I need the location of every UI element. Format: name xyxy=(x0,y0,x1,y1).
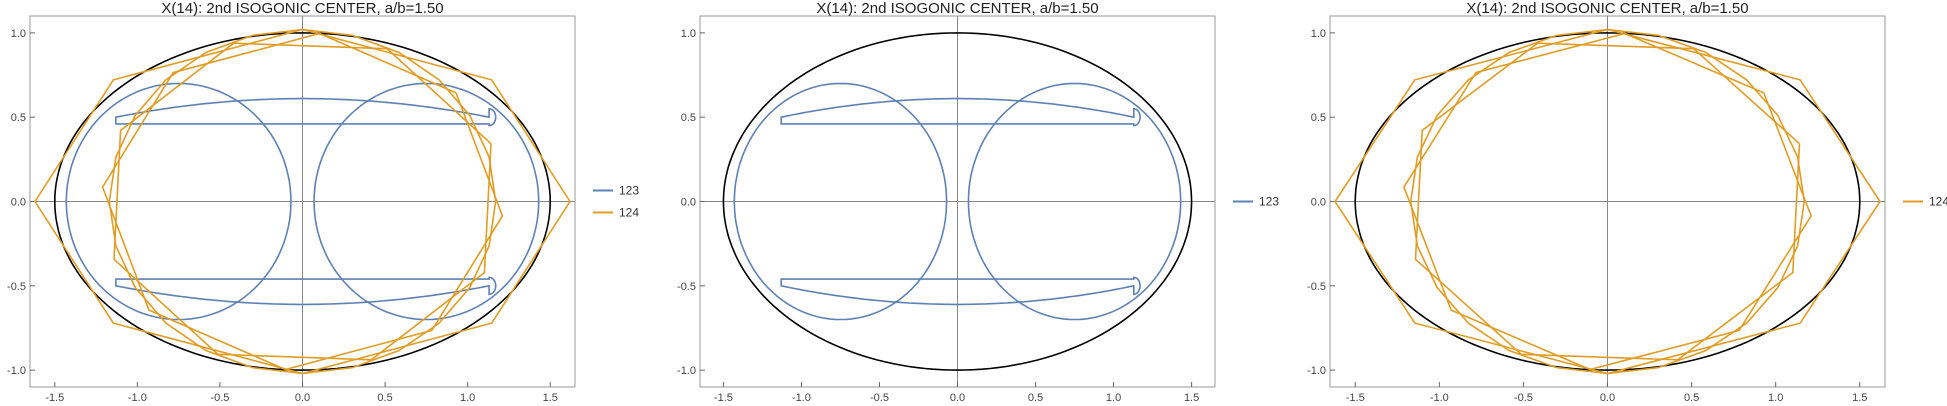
series-123-loop-1 xyxy=(780,97,1141,127)
y-tick-label: 0.5 xyxy=(681,112,696,124)
y-tick-label: 0.0 xyxy=(11,197,26,209)
y-tick-label: 1.0 xyxy=(681,28,696,40)
y-tick-label: 0.0 xyxy=(1311,197,1326,209)
x-tick-label: -1.5 xyxy=(1346,392,1365,404)
series-124-polygon-2 xyxy=(113,42,492,361)
x-tick-label: 0.0 xyxy=(950,392,965,404)
x-tick-label: -1.0 xyxy=(128,392,147,404)
legend-label-124: 124 xyxy=(619,206,639,220)
y-tick-label: -0.5 xyxy=(677,281,696,293)
x-tick-label: 0.5 xyxy=(1684,392,1699,404)
y-tick-label: 1.0 xyxy=(1311,28,1326,40)
x-tick-label: 0.5 xyxy=(377,392,392,404)
x-tick-label: 1.0 xyxy=(1106,392,1121,404)
y-tick-label: -0.5 xyxy=(1307,281,1326,293)
x-tick-label: 0.5 xyxy=(1028,392,1043,404)
y-tick-label: 0.0 xyxy=(681,197,696,209)
y-tick-label: 0.5 xyxy=(11,112,26,124)
chart-title: X(14): 2nd ISOGONIC CENTER, a/b=1.50 xyxy=(161,0,443,17)
chart-title: X(14): 2nd ISOGONIC CENTER, a/b=1.50 xyxy=(1466,0,1748,17)
series-123-loop-2 xyxy=(780,276,1141,306)
chart-title: X(14): 2nd ISOGONIC CENTER, a/b=1.50 xyxy=(816,0,1098,17)
legend-label-123: 123 xyxy=(619,184,639,198)
y-tick-label: 1.0 xyxy=(11,28,26,40)
series-124-ring xyxy=(1409,28,1806,375)
x-tick-label: 1.0 xyxy=(1768,392,1783,404)
x-tick-label: 1.5 xyxy=(1184,392,1199,404)
y-tick-label: -1.0 xyxy=(7,365,26,377)
series-123-loop-1 xyxy=(115,97,497,127)
x-tick-label: -0.5 xyxy=(870,392,889,404)
x-tick-label: 1.5 xyxy=(543,392,558,404)
series-123-circle-2 xyxy=(967,82,1182,321)
chart-panel-2: X(14): 2nd ISOGONIC CENTER, a/b=1.50 -1.5… xyxy=(677,0,1279,404)
x-tick-label: -0.5 xyxy=(1514,392,1533,404)
chart-panel-3: X(14): 2nd ISOGONIC CENTER, a/b=1.50 -1.5… xyxy=(1307,0,1947,404)
series-124-polygon-3 xyxy=(101,32,504,371)
x-tick-label: 0.0 xyxy=(1600,392,1615,404)
ellipse-curve xyxy=(53,32,552,371)
x-tick-label: 0.0 xyxy=(295,392,310,404)
series-124-polygon-2 xyxy=(1414,42,1801,361)
series-123-circle-1 xyxy=(733,82,948,321)
series-123-circle-2 xyxy=(313,82,540,321)
x-tick-label: 1.5 xyxy=(1852,392,1867,404)
x-tick-label: -1.5 xyxy=(45,392,64,404)
series-124-ring xyxy=(108,28,497,375)
y-tick-label: -0.5 xyxy=(7,281,26,293)
x-tick-label: -1.0 xyxy=(1430,392,1449,404)
series-124-polygon-1 xyxy=(34,28,571,375)
series-123-loop-2 xyxy=(115,276,497,306)
x-tick-label: 1.0 xyxy=(460,392,475,404)
y-tick-label: -1.0 xyxy=(1307,365,1326,377)
series-123-circle-1 xyxy=(65,82,292,321)
x-tick-label: -1.5 xyxy=(714,392,733,404)
x-tick-label: -0.5 xyxy=(210,392,229,404)
ellipse-curve xyxy=(722,32,1193,371)
legend-label-124: 124 xyxy=(1929,195,1947,209)
series-124-polygon-1 xyxy=(1334,28,1881,375)
y-tick-label: 0.5 xyxy=(1311,112,1326,124)
chart-panel-1: X(14): 2nd ISOGONIC CENTER, a/b=1.50 -1.5… xyxy=(7,0,639,404)
legend-label-123: 123 xyxy=(1259,195,1279,209)
ellipse-curve xyxy=(1354,32,1861,371)
y-tick-label: -1.0 xyxy=(677,365,696,377)
series-124-polygon-3 xyxy=(1403,32,1812,371)
x-tick-label: -1.0 xyxy=(792,392,811,404)
